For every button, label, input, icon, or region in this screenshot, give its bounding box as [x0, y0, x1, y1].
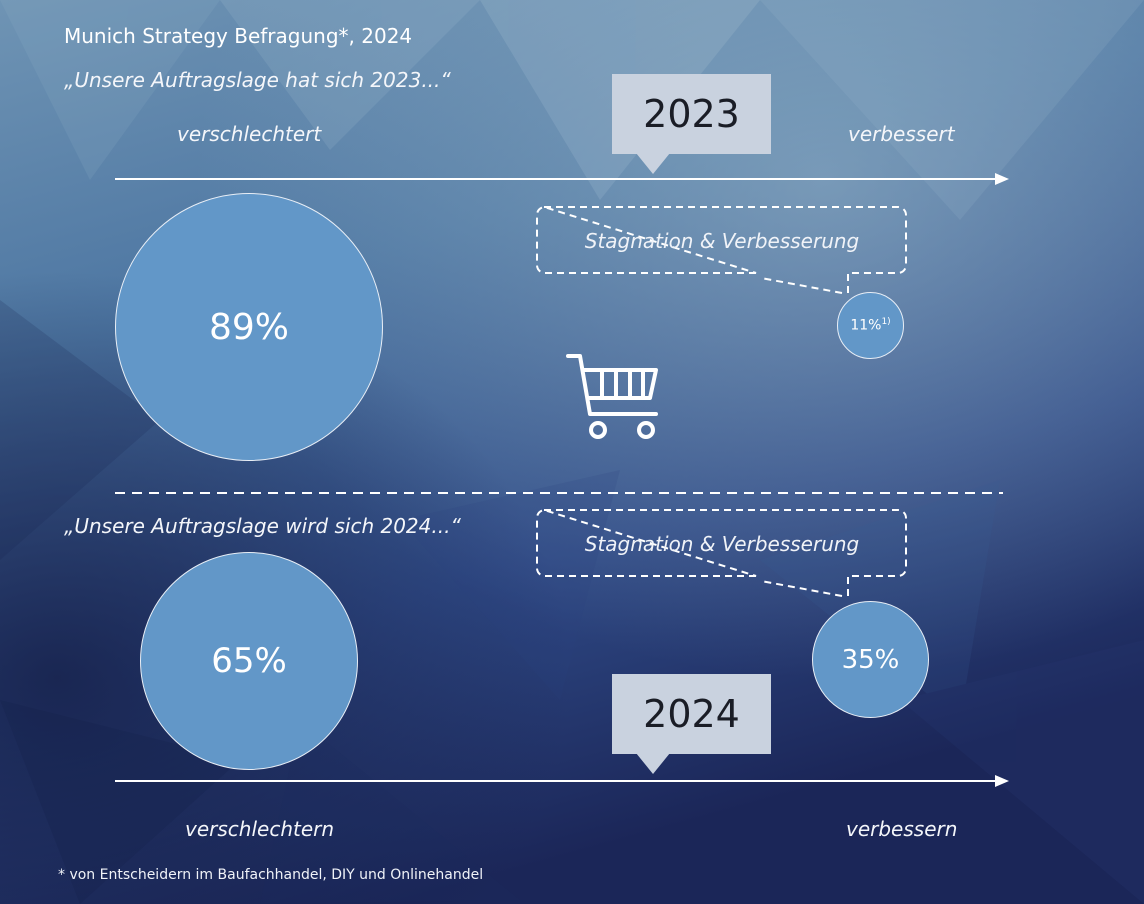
axis-left-label-2023: verschlechtert	[177, 122, 322, 146]
footnote: * von Entscheidern im Baufachhandel, DIY…	[58, 867, 484, 883]
year-box-2023: 2023	[612, 74, 771, 154]
year-box-pointer-2023	[636, 153, 670, 174]
callout-frame-2024	[536, 509, 907, 599]
callout-frame-2023	[536, 206, 907, 294]
axis-left-label-2024: verschlechtern	[185, 817, 335, 841]
worse-value-2023: 89%	[208, 306, 289, 348]
worse-circle-2024: 65%	[140, 552, 358, 770]
shopping-cart-icon	[566, 354, 658, 439]
callout-text-2024: Stagnation & Verbesserung	[584, 532, 860, 556]
better-circle-2024: 35%	[812, 601, 929, 718]
page-title: Munich Strategy Befragung*, 2024	[64, 24, 413, 48]
worse-circle-2023: 89%	[115, 193, 383, 461]
axis-arrow-2023	[115, 173, 1009, 185]
better-value-2023: 11%1)	[850, 317, 890, 334]
axis-right-label-2024: verbessern	[846, 817, 958, 841]
section-divider	[115, 492, 1003, 494]
question-2024: „Unsere Auftragslage wird sich 2024...“	[64, 514, 461, 538]
axis-arrow-2024	[115, 775, 1009, 787]
better-circle-2023: 11%1)	[837, 292, 904, 359]
worse-value-2024: 65%	[211, 641, 287, 681]
footnote-mark: 1)	[881, 317, 891, 328]
better-value-text-2023: 11%	[850, 317, 882, 334]
callout-text-2023: Stagnation & Verbesserung	[584, 229, 860, 253]
better-value-2024: 35%	[841, 644, 900, 675]
question-2023: „Unsere Auftragslage hat sich 2023...“	[64, 68, 451, 92]
year-box-2024: 2024	[612, 674, 771, 754]
year-box-pointer-2024	[636, 753, 670, 774]
axis-right-label-2023: verbessert	[848, 122, 955, 146]
